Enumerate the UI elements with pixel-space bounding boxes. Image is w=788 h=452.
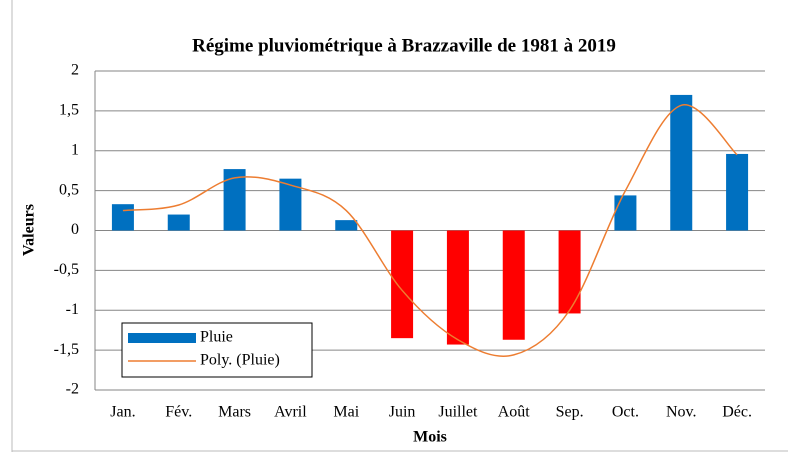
bar [446, 230, 469, 345]
x-tick-label: Jan. [110, 404, 135, 421]
y-axis-label: Valeurs [21, 204, 38, 256]
y-tick-label: 1 [71, 141, 79, 158]
bar [558, 230, 581, 314]
bar [502, 230, 525, 340]
x-tick-label: Nov. [666, 404, 697, 421]
bar [335, 220, 358, 231]
bar [223, 169, 246, 231]
legend-label: Poly. (Pluie) [200, 352, 280, 369]
legend-swatch [128, 333, 196, 343]
y-tick-label: -1,5 [54, 341, 79, 358]
trend-line [122, 104, 738, 357]
x-axis-label: Mois [413, 429, 447, 446]
x-tick-label: Fév. [165, 404, 192, 421]
x-tick-label: Sep. [556, 404, 584, 421]
bar [614, 195, 637, 231]
y-tick-label: 0 [71, 221, 79, 238]
bar [391, 230, 414, 339]
x-tick-label: Mars [218, 404, 251, 421]
y-tick-label: 2 [71, 62, 79, 79]
y-tick-label: 0,5 [59, 181, 79, 198]
bar [726, 153, 749, 231]
x-tick-label: Mai [333, 404, 359, 421]
bar [167, 214, 190, 231]
y-tick-label: -2 [66, 381, 79, 398]
y-tick-label: 1,5 [59, 102, 79, 119]
x-tick-label: Juin [389, 404, 416, 421]
legend-box [121, 322, 313, 378]
bar [670, 94, 693, 231]
x-tick-label: Déc. [722, 404, 752, 421]
chart-title: Régime pluviométrique à Brazzaville de 1… [192, 35, 616, 56]
x-tick-label: Avril [274, 404, 307, 421]
y-tick-label: -1 [66, 301, 79, 318]
y-tick-label: -0,5 [54, 261, 79, 278]
x-tick-label: Oct. [612, 404, 639, 421]
x-tick-label: Août [498, 404, 531, 421]
x-tick-label: Juillet [438, 404, 478, 421]
legend-label: Pluie [200, 329, 233, 346]
bar [111, 204, 134, 231]
bar [279, 178, 302, 231]
